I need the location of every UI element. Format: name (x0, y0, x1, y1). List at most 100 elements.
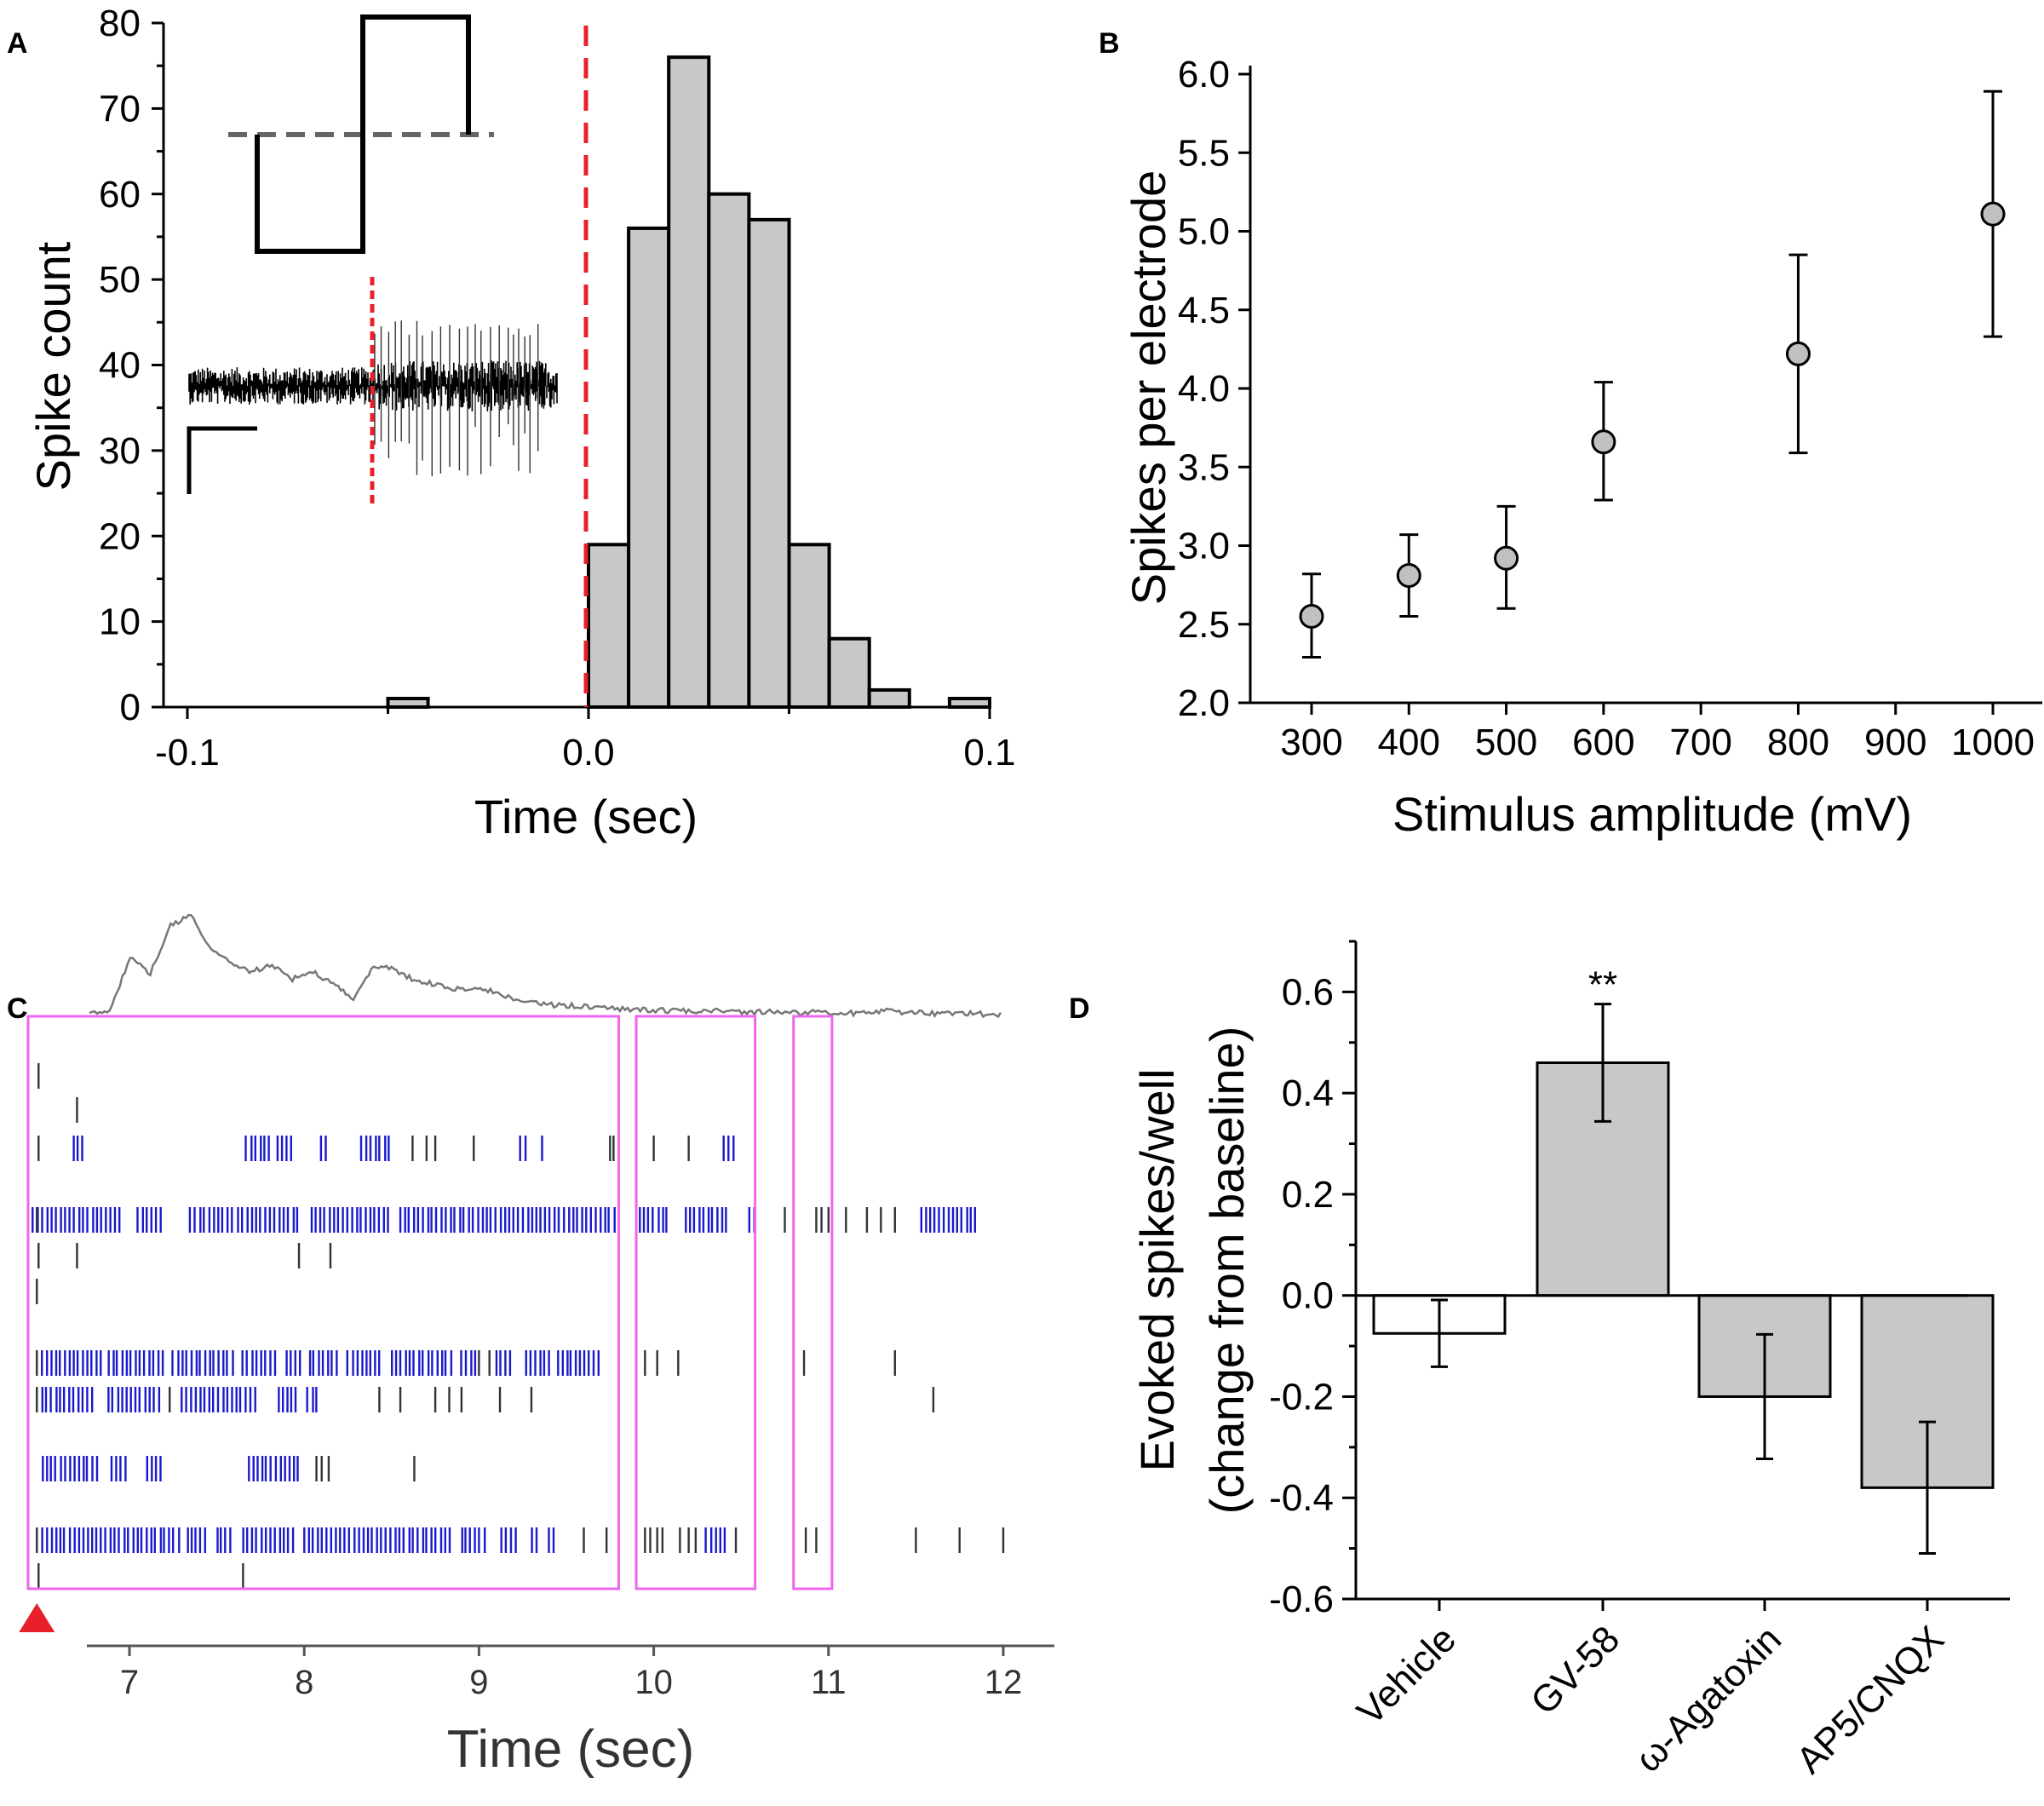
d-y-tick-label: -0.2 (1269, 1376, 1334, 1418)
c-x-tick-label: 7 (120, 1664, 139, 1701)
c-spike-burst (557, 1350, 600, 1376)
c-analysis-windows (26, 1015, 834, 1590)
c-raster-row (36, 1527, 1005, 1553)
b-x-tick-label: 1000 (1951, 722, 2035, 763)
c-x-label: Time (sec) (447, 1720, 694, 1779)
c-spike-burst (548, 1527, 555, 1553)
c-spike-burst (639, 1207, 668, 1233)
a-x-tick-label: 0.1 (963, 732, 1015, 774)
c-x-tick-label: 12 (985, 1664, 1023, 1701)
c-spike-burst (500, 1527, 517, 1553)
c-spike-burst (519, 1136, 527, 1161)
d-y-tick-label: 0.6 (1282, 971, 1334, 1013)
c-spike-burst (722, 1136, 735, 1161)
c-spike-burst (748, 1207, 755, 1233)
d-y-tick-label: -0.4 (1269, 1477, 1334, 1519)
c-spike-burst (107, 1350, 164, 1376)
panel-b-scatter: 2.0 2.5 3.0 3.5 4.0 4.5 5.0 5.5 6.0 300 400 500 600 7… (1122, 54, 2042, 841)
b-axes: 2.0 2.5 3.0 3.5 4.0 4.5 5.0 5.5 6.0 300 400 500 600 7… (1122, 54, 2042, 841)
c-spike-burst (495, 1350, 512, 1376)
d-bars: ** (1372, 964, 1995, 1556)
c-spike-burst (461, 1527, 486, 1553)
c-x-tick-label: 8 (295, 1664, 313, 1701)
b-y-tick-label: 2.5 (1178, 604, 1230, 646)
b-x-tick-label: 700 (1669, 722, 1731, 763)
a-bar-6 (787, 543, 831, 709)
c-raster-row (37, 1563, 244, 1589)
c-spike-burst (704, 1527, 726, 1553)
c-spike-burst (399, 1207, 616, 1233)
d-x-tick-label: GV-58 (1523, 1618, 1628, 1723)
a-bar-9 (947, 696, 992, 710)
b-y-tick-label: 5.0 (1178, 211, 1230, 253)
c-spike-burst (264, 1207, 299, 1233)
b-y-tick-label: 6.0 (1178, 54, 1230, 95)
c-spike-burst (216, 1527, 232, 1553)
c-spike-burst (32, 1207, 121, 1233)
b-x-tick-label: 900 (1864, 722, 1926, 763)
c-spike-burst (285, 1350, 301, 1376)
c-raster-row (37, 1136, 735, 1161)
d-x-tick-label: AP5/CNQX (1788, 1618, 1952, 1781)
a-y-tick-label: 20 (99, 515, 141, 557)
b-x-tick-label: 500 (1475, 722, 1537, 763)
d-y-label-2: (change from baseline) (1200, 1027, 1254, 1515)
c-spike-burst (136, 1207, 162, 1233)
c-spike-burst (319, 1136, 327, 1161)
panel-c-raster: 7 8 9 10 11 12 Time (sec) (19, 913, 1054, 1779)
c-stimulus-marker (19, 1603, 55, 1632)
b-y-tick-label: 4.5 (1178, 290, 1230, 331)
panel-d-bar: ** -0.6 -0.4 -0.2 0.0 0.2 0.4 0.6 Vehicle GV-58 ω… (1130, 940, 2010, 1781)
a-y-tick-label: 30 (99, 430, 141, 472)
c-spike-burst (531, 1527, 538, 1553)
b-y-tick-label: 3.0 (1178, 526, 1230, 567)
b-x-label: Stimulus amplitude (mV) (1392, 787, 1912, 841)
c-raster-rows (32, 1063, 1005, 1589)
c-spike-burst (359, 1136, 390, 1161)
a-bar-2 (627, 226, 671, 709)
c-spike-burst (308, 1350, 338, 1376)
b-point (1299, 604, 1324, 630)
c-spike-burst (188, 1207, 233, 1233)
a-x-tick-label: 0.0 (562, 732, 614, 774)
b-points (1299, 89, 2006, 659)
c-spike-burst (525, 1350, 550, 1376)
panel-a-histogram: 0 10 20 30 40 50 60 70 80 -0.1 0.0 0.1 Time (sec) Spi… (26, 3, 1016, 843)
panel-letter-c: C (7, 992, 28, 1025)
d-y-tick-label: -0.6 (1269, 1579, 1334, 1620)
a-bar-5 (747, 217, 791, 709)
b-point (1785, 341, 1811, 366)
b-y-tick-label: 2.0 (1178, 682, 1230, 724)
panel-letter-a: A (7, 27, 28, 60)
b-point (1980, 201, 2006, 227)
a-scale-bar (187, 426, 257, 494)
c-spike-burst (920, 1207, 976, 1233)
a-x-tick-label: -0.1 (155, 732, 220, 774)
c-spike-burst (187, 1527, 206, 1553)
c-raster-row (42, 1456, 416, 1481)
c-x-tick-label: 10 (634, 1664, 673, 1701)
a-y-label: Spike count (26, 241, 80, 491)
a-y-tick-label: 0 (120, 687, 141, 728)
b-x-tick-label: 600 (1572, 722, 1634, 763)
c-spike-burst (244, 1136, 270, 1161)
a-bar-3 (667, 55, 711, 709)
a-y-tick-label: 80 (99, 3, 141, 44)
a-bar-4 (707, 192, 751, 709)
c-spike-burst (237, 1207, 261, 1233)
b-x-tick-label: 300 (1280, 722, 1342, 763)
c-spike-burst (278, 1387, 297, 1412)
c-spike-burst (306, 1387, 318, 1412)
d-y-tick-label: 0.4 (1282, 1073, 1334, 1114)
c-psth-line (89, 913, 1002, 1019)
a-inset-stimulus-waveform (228, 14, 494, 254)
b-point (1494, 545, 1519, 571)
c-x-tick-label: 11 (811, 1664, 847, 1701)
d-y-label: Evoked spikes/well (1130, 1068, 1184, 1471)
panel-letter-b: B (1099, 27, 1120, 60)
c-window-box (26, 1015, 621, 1590)
c-spike-burst (685, 1207, 727, 1233)
b-y-tick-label: 3.5 (1178, 446, 1230, 488)
a-axes: 0 10 20 30 40 50 60 70 80 -0.1 0.0 0.1 Time (sec) Spi… (26, 3, 1016, 843)
